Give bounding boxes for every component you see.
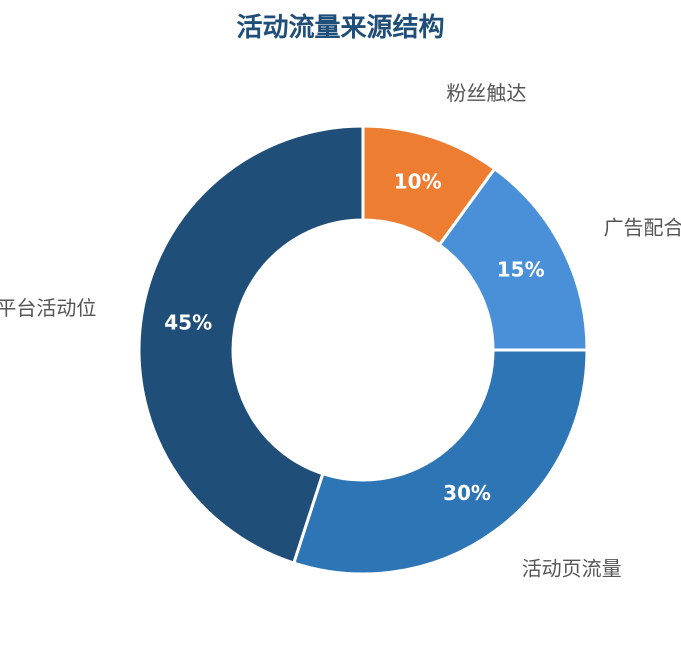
percent-labels: 10% 15% 30% 45% — [164, 170, 544, 506]
percent-label-3: 30% — [443, 481, 491, 505]
category-label-3: 活动页流量 — [522, 556, 622, 580]
chart-title: 活动流量来源结构 — [236, 13, 445, 43]
donut-slice-4 — [137, 124, 365, 565]
category-label-1: 粉丝触达 — [446, 81, 526, 105]
donut-slices — [137, 124, 589, 576]
category-label-4: 平台活动位 — [0, 296, 96, 320]
donut-slice-3 — [291, 348, 589, 576]
percent-label-4: 45% — [164, 310, 212, 334]
percent-label-2: 15% — [497, 258, 545, 282]
percent-label-1: 10% — [394, 170, 442, 194]
category-label-2: 广告配合 — [604, 215, 681, 239]
